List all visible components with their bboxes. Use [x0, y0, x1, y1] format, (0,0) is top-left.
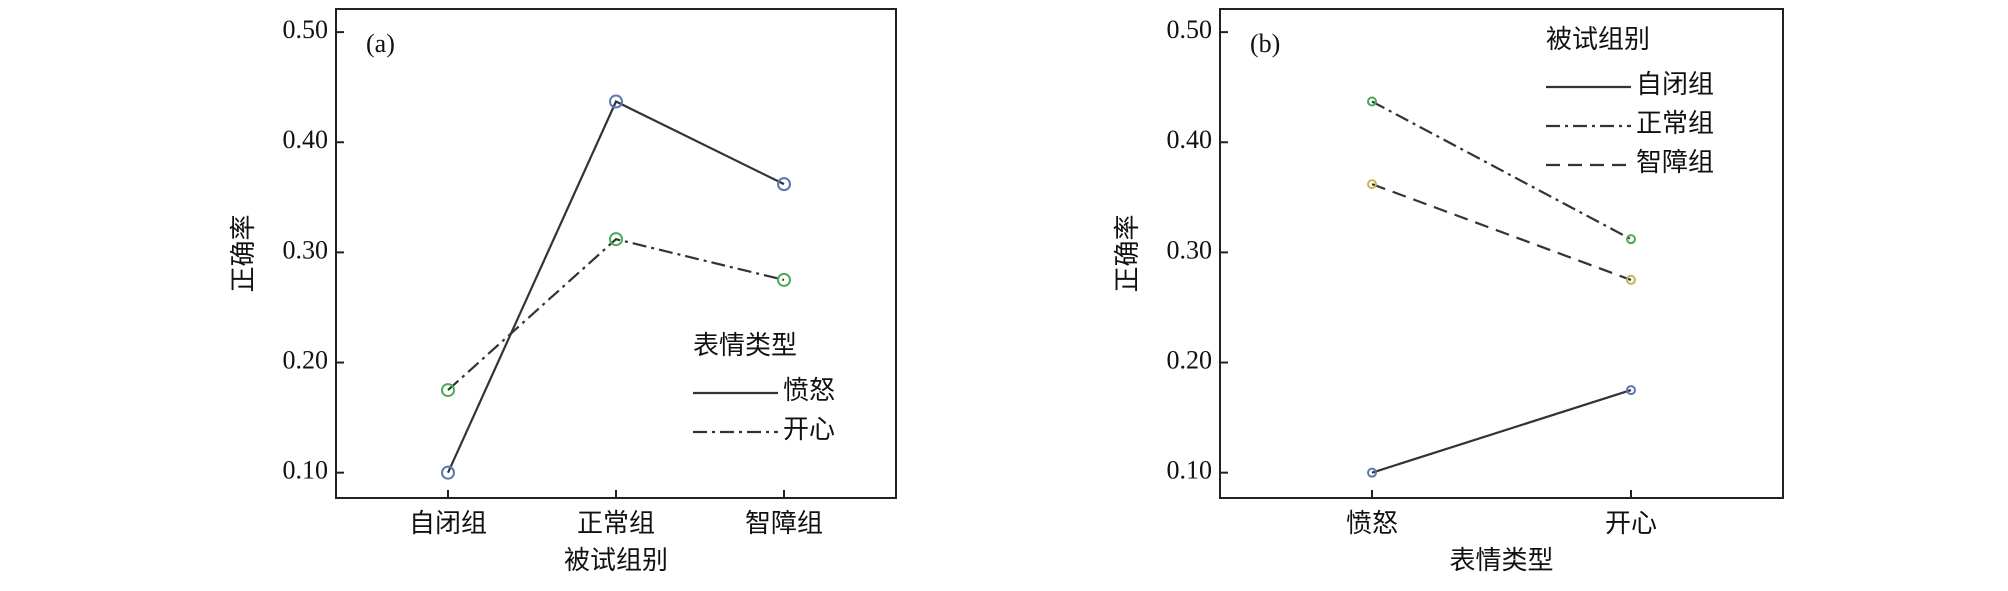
panel-label: (a)	[366, 29, 395, 58]
data-point	[1625, 385, 1636, 396]
legend-label: 智障组	[1636, 148, 1714, 177]
data-point	[441, 383, 455, 398]
y-tick-label: 0.40	[1167, 125, 1213, 154]
y-axis-label: 正确率	[229, 214, 258, 292]
data-point	[1625, 274, 1636, 285]
data-point	[609, 232, 623, 247]
y-tick-label: 0.50	[1167, 15, 1213, 44]
x-tick-label: 智障组	[745, 509, 823, 538]
data-point	[441, 465, 455, 480]
x-tick-label: 正常组	[577, 509, 655, 538]
legend-title: 被试组别	[1546, 25, 1650, 54]
series-line	[446, 100, 785, 474]
data-point	[1625, 234, 1636, 245]
x-tick-label: 开心	[1605, 509, 1657, 538]
legend-label: 愤怒	[783, 376, 835, 405]
panel-label: (b)	[1250, 29, 1280, 58]
y-tick-label: 0.20	[283, 346, 329, 375]
x-axis-label: 被试组别	[564, 546, 668, 575]
data-point	[777, 177, 791, 192]
data-point	[777, 272, 791, 287]
data-point	[1367, 467, 1378, 478]
data-point	[1367, 96, 1378, 107]
series-line	[1371, 100, 1632, 241]
x-axis-label: 表情类型	[1449, 546, 1553, 575]
y-tick-label: 0.10	[283, 456, 329, 485]
y-tick-label: 0.50	[283, 15, 329, 44]
legend-title: 表情类型	[693, 331, 797, 360]
series-line	[1371, 183, 1632, 281]
y-tick-label: 0.10	[1167, 456, 1213, 485]
y-tick-label: 0.40	[283, 125, 329, 154]
y-tick-label: 0.20	[1167, 346, 1213, 375]
data-point	[609, 94, 623, 109]
series-line	[447, 237, 785, 391]
legend-label: 开心	[783, 415, 835, 444]
legend-label: 正常组	[1636, 109, 1714, 138]
x-tick-label: 自闭组	[409, 509, 487, 538]
data-point	[1367, 179, 1378, 190]
legend-label: 自闭组	[1636, 70, 1714, 99]
plot-frame	[1219, 8, 1784, 499]
y-tick-label: 0.30	[1167, 235, 1213, 264]
y-tick-label: 0.30	[283, 235, 329, 264]
y-axis-label: 正确率	[1113, 214, 1142, 292]
x-tick-label: 愤怒	[1346, 509, 1398, 538]
series-line	[1371, 389, 1632, 474]
